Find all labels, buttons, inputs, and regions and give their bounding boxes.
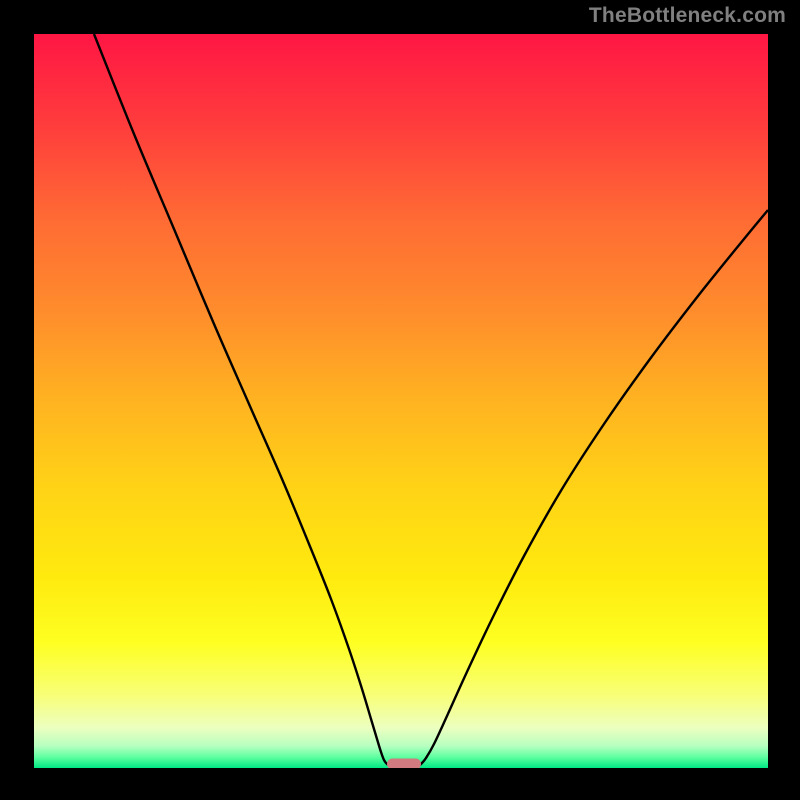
optimal-point-marker xyxy=(387,759,421,770)
plot-gradient-background xyxy=(34,34,768,768)
watermark-text: TheBottleneck.com xyxy=(589,4,786,28)
bottleneck-chart xyxy=(0,0,800,800)
chart-canvas: TheBottleneck.com xyxy=(0,0,800,800)
